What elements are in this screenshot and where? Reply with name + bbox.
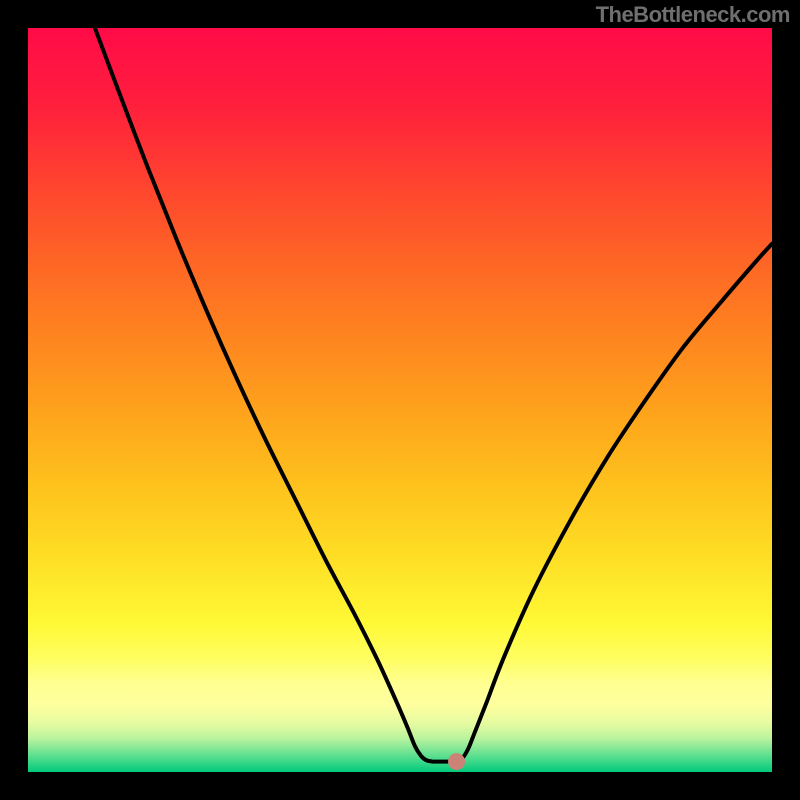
attribution-text: TheBottleneck.com: [596, 2, 790, 28]
vertex-marker: [448, 753, 465, 770]
chart-svg: [28, 28, 772, 772]
gradient-background-rect: [28, 28, 772, 772]
plot-area: [28, 28, 772, 772]
chart-container: TheBottleneck.com: [0, 0, 800, 800]
